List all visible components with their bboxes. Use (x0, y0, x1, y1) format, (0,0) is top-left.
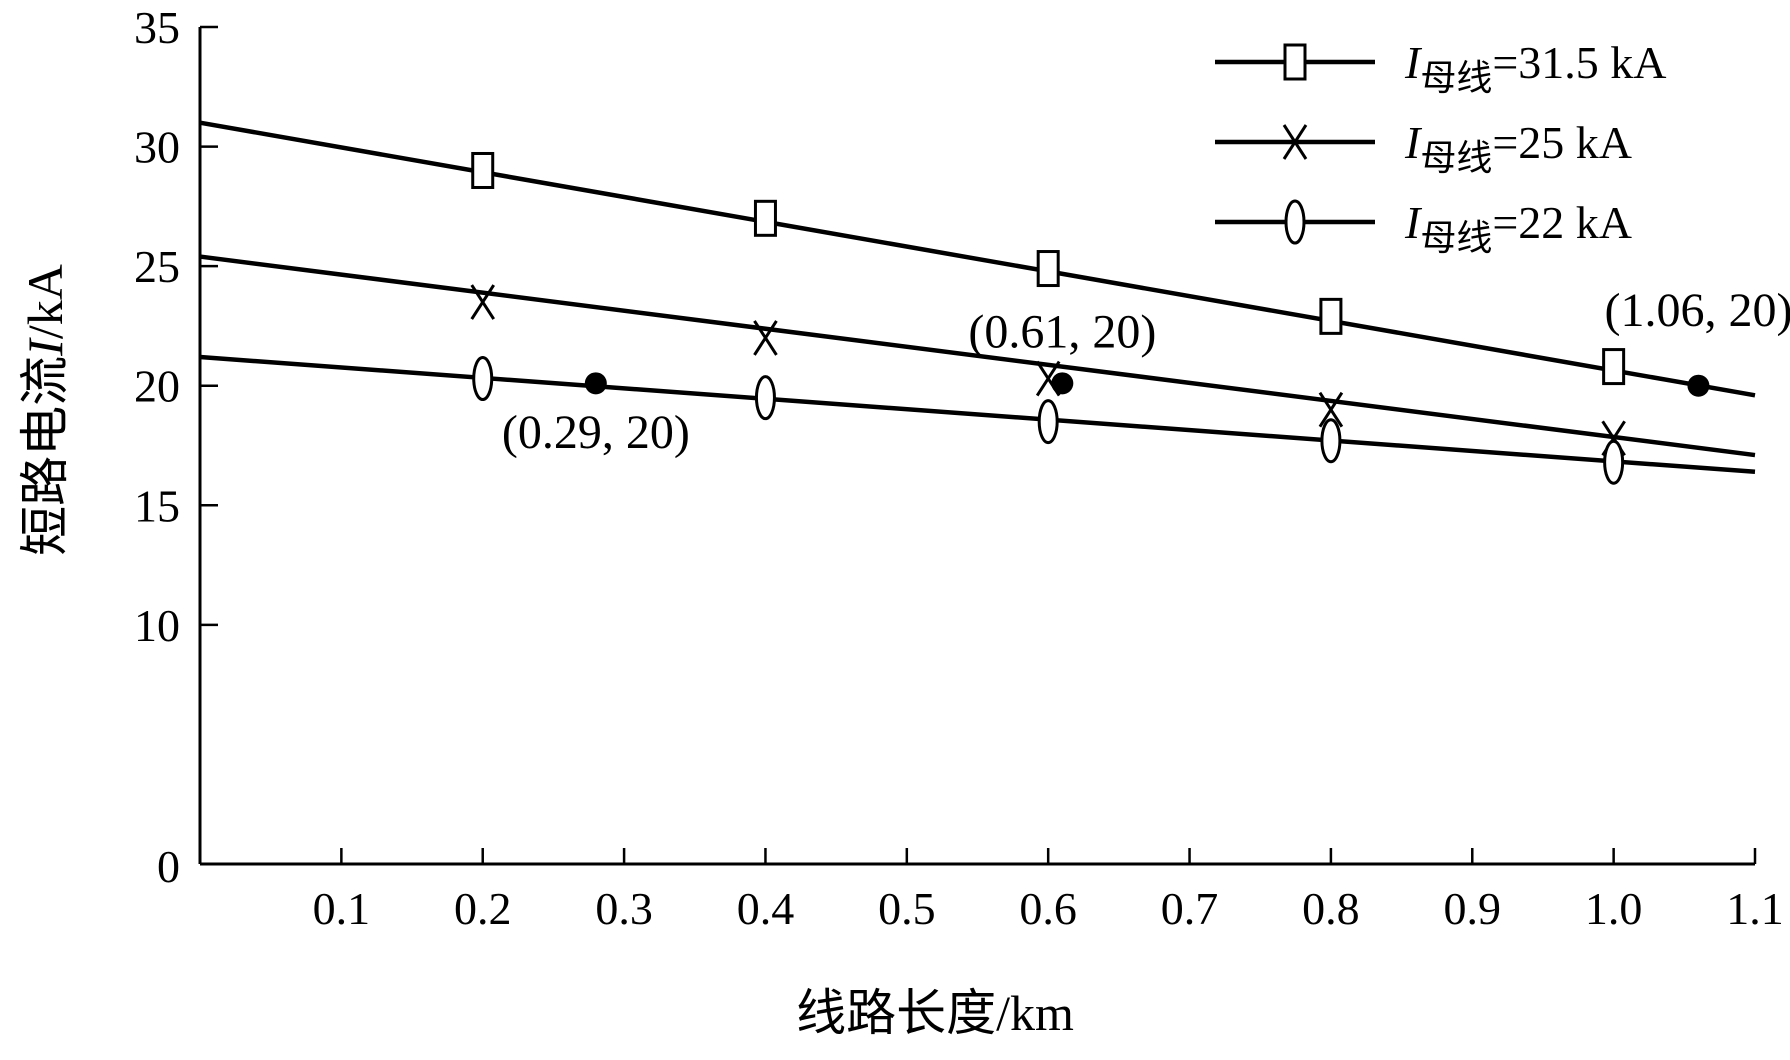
legend-label: I母线=31.5 kA (1404, 37, 1667, 98)
y-tick-label: 10 (134, 600, 180, 651)
intersection-point (1687, 374, 1710, 397)
y-axis-label-variable: I (17, 337, 73, 357)
x-tick-label: 1.1 (1726, 883, 1784, 934)
x-axis-label: 线路长度/km (796, 985, 1074, 1041)
fit-line-series-3 (199, 354, 1756, 475)
intersection-label: (1.06, 20) (1604, 284, 1790, 337)
intersection-point (584, 372, 607, 395)
x-tick-label: 0.5 (878, 883, 936, 934)
intersection-point (1051, 372, 1074, 395)
y-axis-label: 短路电流I/kA (17, 264, 73, 556)
y-tick-label: 35 (134, 2, 180, 53)
y-tick-label: 30 (134, 122, 180, 173)
y-axis-label-unit: /kA (17, 264, 73, 339)
legend-label: I母线=25 kA (1404, 117, 1632, 178)
data-point-series-1 (1036, 250, 1060, 288)
y-axis-label-prefix: 短路电流 (17, 356, 73, 556)
plot-area: 0.1 0.2 0.3 0.4 0.5 0.6 0.7 0.8 0.9 1.0 1.1 0 10 15 20… (134, 2, 1790, 934)
data-point-series-3 (754, 375, 776, 421)
x-tick-label: 0.8 (1302, 883, 1360, 934)
intersection-label: (0.61, 20) (968, 305, 1156, 358)
legend-marker (1284, 199, 1306, 245)
data-point-series-3 (1320, 418, 1342, 464)
data-point-series-3 (1037, 399, 1059, 445)
intersection-label: (0.29, 20) (502, 406, 690, 459)
x-tick-label: 0.1 (313, 883, 371, 934)
data-point-series-1 (1319, 297, 1343, 335)
legend-entry-1: I母线=31.5 kA (1215, 37, 1667, 98)
data-point-series-2 (470, 284, 495, 320)
data-point-series-3 (1603, 439, 1625, 485)
y-tick-label: 15 (134, 480, 180, 531)
data-point-series-1 (753, 199, 777, 237)
data-point-series-1 (1602, 348, 1626, 386)
fit-line-series-1 (199, 120, 1756, 398)
legend-entry-3: I母线=22 kA (1215, 197, 1632, 258)
x-tick-label: 0.7 (1161, 883, 1219, 934)
legend-label: I母线=22 kA (1404, 197, 1632, 258)
y-tick-label: 25 (134, 241, 180, 292)
data-point-series-2 (1318, 391, 1344, 428)
x-tick-label: 1.0 (1585, 883, 1643, 934)
legend-marker (1283, 43, 1307, 81)
data-point-series-1 (471, 151, 495, 189)
x-tick-label: 0.2 (454, 883, 512, 934)
x-tick-label: 0.6 (1019, 883, 1077, 934)
x-tick-label: 0.4 (737, 883, 795, 934)
x-tick-label: 0.3 (595, 883, 653, 934)
fit-line-series-2 (199, 254, 1756, 458)
y-tick-label: 20 (134, 361, 180, 412)
legend-entry-2: I母线=25 kA (1215, 117, 1632, 178)
legend: I母线=31.5 kA I母线=25 kA I母线=22 kA (1215, 37, 1667, 258)
data-point-series-2 (753, 320, 778, 356)
legend-marker (1282, 124, 1308, 160)
y-tick-label: 0 (157, 841, 180, 892)
data-point-series-3 (472, 356, 494, 402)
x-tick-label: 0.9 (1444, 883, 1502, 934)
